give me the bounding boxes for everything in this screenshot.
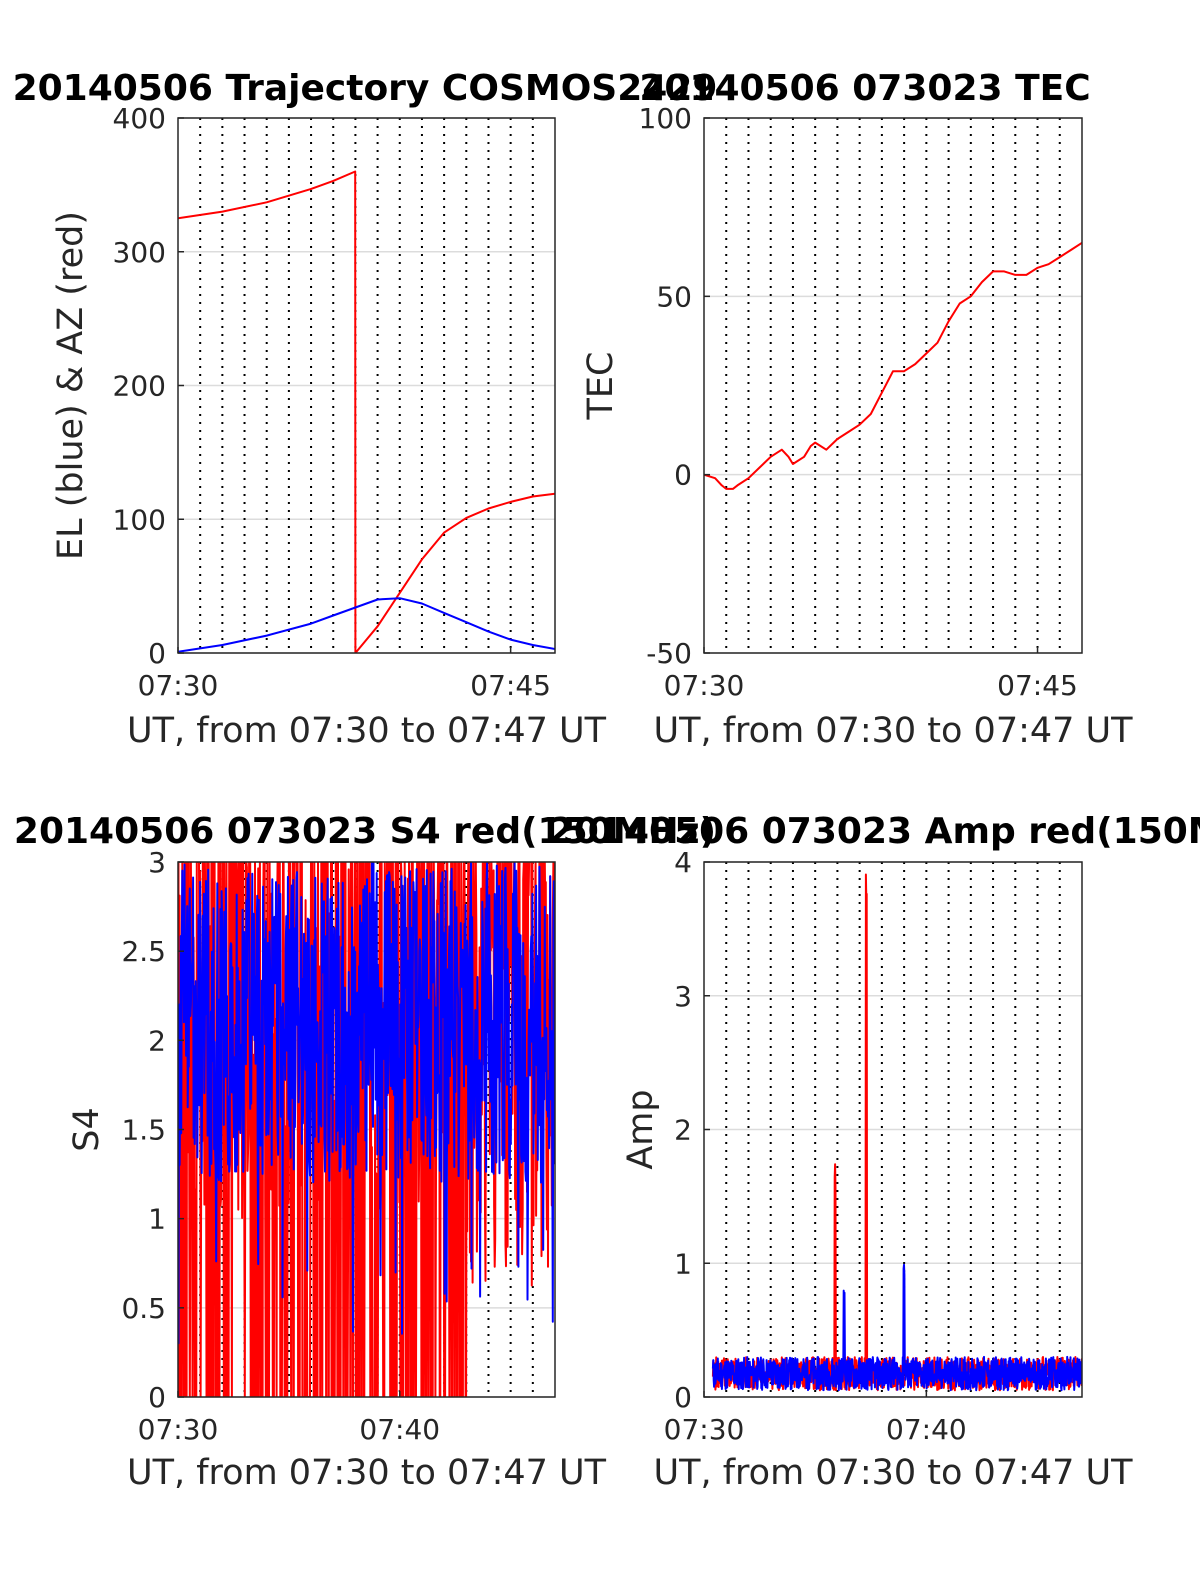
y-tick-label: 100 bbox=[639, 102, 692, 135]
series-group bbox=[178, 862, 555, 1397]
chart-title: 20140506 073023 TEC bbox=[639, 68, 1090, 109]
axes-box bbox=[703, 117, 1083, 654]
y-tick-label: 400 bbox=[113, 102, 166, 135]
y-tick-label: 0 bbox=[674, 1381, 692, 1414]
y-tick-label: 200 bbox=[113, 370, 166, 403]
x-tick-label: 07:45 bbox=[470, 669, 551, 702]
x-tick-label: 07:40 bbox=[359, 1413, 440, 1446]
y-tick-label: 50 bbox=[656, 280, 692, 313]
y-tick-label: 1 bbox=[674, 1247, 692, 1280]
x-tick-label: 07:30 bbox=[138, 1413, 219, 1446]
x-tick-label: 07:40 bbox=[886, 1413, 967, 1446]
y-tick-label: 0 bbox=[674, 459, 692, 492]
x-axis-label: UT, from 07:30 to 07:47 UT bbox=[653, 1453, 1133, 1493]
series-line-red bbox=[178, 170, 555, 653]
chart-title: 20140506 Trajectory COSMOS2429 bbox=[13, 68, 718, 109]
series-line-blue bbox=[178, 862, 555, 1345]
y-tick-label: 4 bbox=[674, 846, 692, 879]
series-group bbox=[178, 170, 555, 653]
y-tick-label: 0.5 bbox=[121, 1292, 166, 1325]
y-tick-label: 1 bbox=[148, 1203, 166, 1236]
y-tick-label: 2 bbox=[148, 1024, 166, 1057]
x-tick-label: 07:45 bbox=[997, 669, 1078, 702]
series-group bbox=[704, 241, 1082, 490]
y-axis-label: TEC bbox=[581, 352, 621, 421]
series-line-blue bbox=[711, 1263, 1082, 1392]
x-tick-label: 07:30 bbox=[664, 1413, 745, 1446]
y-tick-label: 3 bbox=[674, 980, 692, 1013]
y-axis-label: Amp bbox=[621, 1089, 661, 1169]
series-line-red bbox=[711, 873, 1082, 1392]
panel-tec: -50 0 50 100 07:30 07:45 UT, from 07:30 to 07:… bbox=[581, 68, 1133, 751]
x-tick-label: 07:30 bbox=[138, 669, 219, 702]
series-line-blue bbox=[178, 597, 555, 653]
panel-amp: 0 1 2 3 4 07:30 07:40 UT, from 07:30 to 07:47 U… bbox=[549, 811, 1200, 1493]
panel-s4: 0 0.5 1 1.5 2 2.5 3 07:30 07:40 UT, from 07:30 to… bbox=[14, 811, 716, 1493]
y-tick-label: 2.5 bbox=[121, 935, 166, 968]
x-tick-label: 07:30 bbox=[664, 669, 745, 702]
x-axis-label: UT, from 07:30 to 07:47 UT bbox=[127, 711, 607, 751]
y-tick-label: 0 bbox=[148, 637, 166, 670]
panel-trajectory: 0 100 200 300 400 07:30 07:45 UT, from 07:30 to… bbox=[13, 68, 718, 751]
y-tick-label: -50 bbox=[646, 637, 692, 670]
y-axis-label: EL (blue) & AZ (red) bbox=[51, 211, 91, 560]
y-tick-label: 1.5 bbox=[121, 1114, 166, 1147]
x-axis-label: UT, from 07:30 to 07:47 UT bbox=[127, 1453, 607, 1493]
y-axis-label: S4 bbox=[67, 1107, 107, 1152]
x-axis-label: UT, from 07:30 to 07:47 UT bbox=[653, 711, 1133, 751]
y-tick-label: 0 bbox=[148, 1381, 166, 1414]
y-tick-label: 300 bbox=[113, 236, 166, 269]
y-tick-label: 2 bbox=[674, 1114, 692, 1147]
chart-title: 20140506 073023 Amp red(150MHz) bbox=[549, 811, 1200, 852]
chart-title: 20140506 073023 S4 red(150MHz) bbox=[14, 811, 716, 852]
y-tick-label: 100 bbox=[113, 503, 166, 536]
series-group bbox=[711, 873, 1082, 1392]
y-tick-label: 3 bbox=[148, 846, 166, 879]
series-line-red bbox=[704, 241, 1082, 490]
series-line-red bbox=[178, 862, 555, 1397]
